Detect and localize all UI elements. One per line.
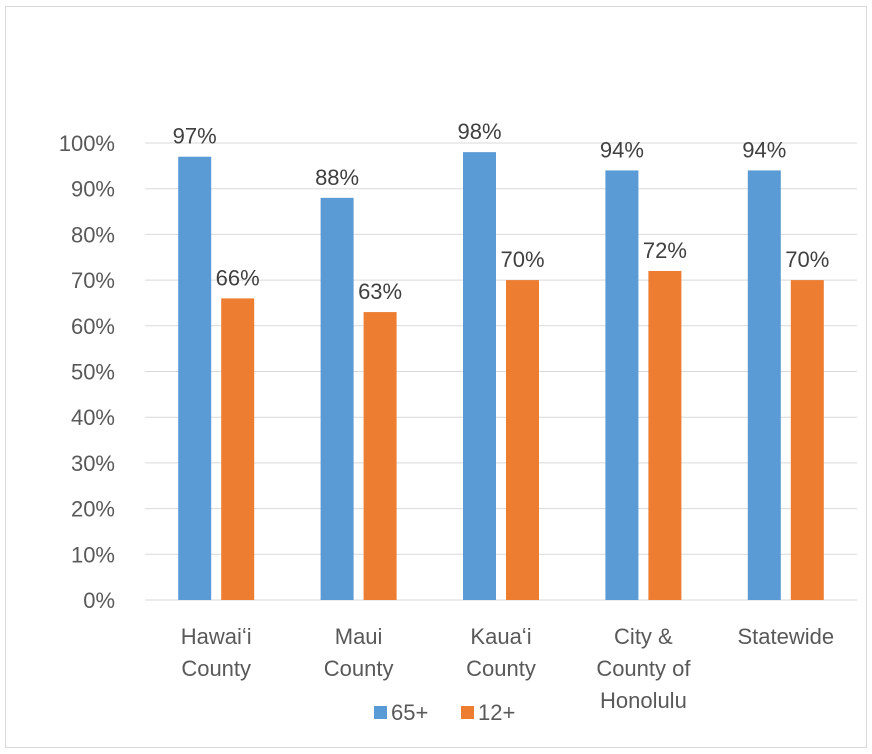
category-label: City & [614, 624, 673, 649]
bar-12plus [221, 298, 255, 600]
bar-12plus [506, 280, 539, 600]
bar-65plus [605, 170, 639, 601]
chart-frame [5, 6, 867, 748]
y-tick-label: 50% [71, 360, 115, 385]
data-label: 63% [358, 279, 402, 304]
y-tick-label: 90% [71, 177, 115, 202]
bar-65plus [320, 197, 354, 600]
data-label: 66% [216, 265, 260, 290]
legend-swatch-12plus [461, 706, 474, 719]
data-label: 98% [457, 119, 501, 144]
y-tick-label: 20% [71, 497, 115, 522]
legend-label: 12+ [478, 700, 515, 725]
bar-12plus [790, 280, 824, 600]
data-label: 94% [742, 137, 786, 162]
category-label: Honolulu [600, 688, 687, 713]
category-label: Hawaiʻi [181, 624, 252, 649]
bar-12plus [363, 312, 397, 600]
y-tick-label: 30% [71, 451, 115, 476]
y-tick-label: 70% [71, 268, 115, 293]
data-label: 72% [643, 238, 687, 263]
category-label: Statewide [737, 624, 834, 649]
category-label: County of [596, 656, 691, 681]
bar-12plus [648, 270, 682, 600]
bar-65plus [178, 156, 212, 600]
bar-65plus [747, 170, 781, 601]
y-tick-label: 100% [59, 131, 115, 156]
y-tick-label: 0% [83, 588, 115, 613]
data-label: 70% [500, 247, 544, 272]
category-label: Kauaʻi [470, 624, 531, 649]
data-label: 88% [315, 165, 359, 190]
data-label: 97% [173, 124, 217, 149]
legend-label: 65+ [391, 700, 428, 725]
y-tick-label: 60% [71, 314, 115, 339]
bar-65plus [463, 152, 496, 600]
legend-swatch-65plus [374, 706, 387, 719]
data-label: 70% [785, 247, 829, 272]
data-label: 94% [600, 137, 644, 162]
category-label: County [466, 656, 536, 681]
y-tick-label: 80% [71, 222, 115, 247]
category-label: County [324, 656, 394, 681]
y-tick-label: 40% [71, 405, 115, 430]
category-label: Maui [335, 624, 383, 649]
category-label: County [181, 656, 251, 681]
y-tick-label: 10% [71, 542, 115, 567]
